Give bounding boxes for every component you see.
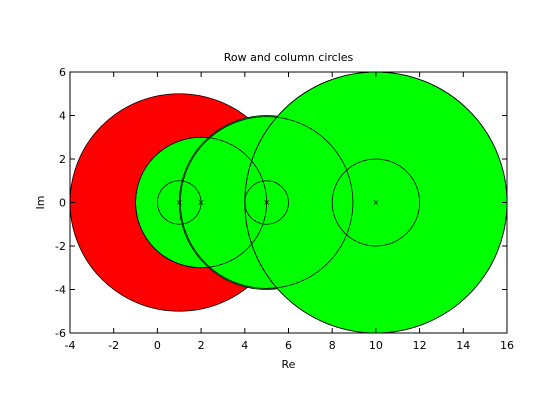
- y-tick-label: -4: [55, 284, 66, 297]
- y-tick-label: 4: [59, 110, 66, 123]
- chart-title: Row and column circles: [224, 51, 354, 64]
- x-tick-label: 10: [369, 339, 383, 352]
- x-axis-label: Re: [282, 358, 296, 371]
- x-tick-label: 12: [413, 339, 427, 352]
- x-axis-ticks: -4 -2 0 2 4 6 8 10 12 14 16: [65, 72, 514, 352]
- center-marker-2: [198, 200, 204, 205]
- y-axis-ticks: -6 -4 -2 0 2 4 6: [55, 66, 507, 340]
- y-tick-label: 6: [59, 66, 66, 79]
- y-axis-label: Im: [34, 196, 47, 210]
- x-tick-label: -2: [108, 339, 119, 352]
- y-tick-label: -6: [55, 327, 66, 340]
- center-marker-1: [176, 200, 182, 205]
- x-tick-label: 4: [241, 339, 248, 352]
- y-tick-label: -2: [55, 240, 66, 253]
- x-tick-label: 14: [456, 339, 470, 352]
- outline-circle-6: [244, 72, 507, 333]
- outline-circle-4: [179, 116, 354, 289]
- x-tick-label: 0: [154, 339, 161, 352]
- x-tick-label: -4: [65, 339, 76, 352]
- center-marker-4: [373, 200, 379, 205]
- x-tick-label: 8: [329, 339, 336, 352]
- y-tick-label: 0: [59, 197, 66, 210]
- center-markers: [176, 200, 379, 205]
- center-marker-3: [264, 200, 269, 205]
- x-tick-label: 6: [285, 339, 292, 352]
- x-tick-label: 2: [198, 339, 205, 352]
- outline-circle-5: [331, 158, 420, 247]
- outline-circles: [135, 72, 507, 333]
- x-tick-label: 16: [500, 339, 514, 352]
- y-tick-label: 2: [59, 153, 66, 166]
